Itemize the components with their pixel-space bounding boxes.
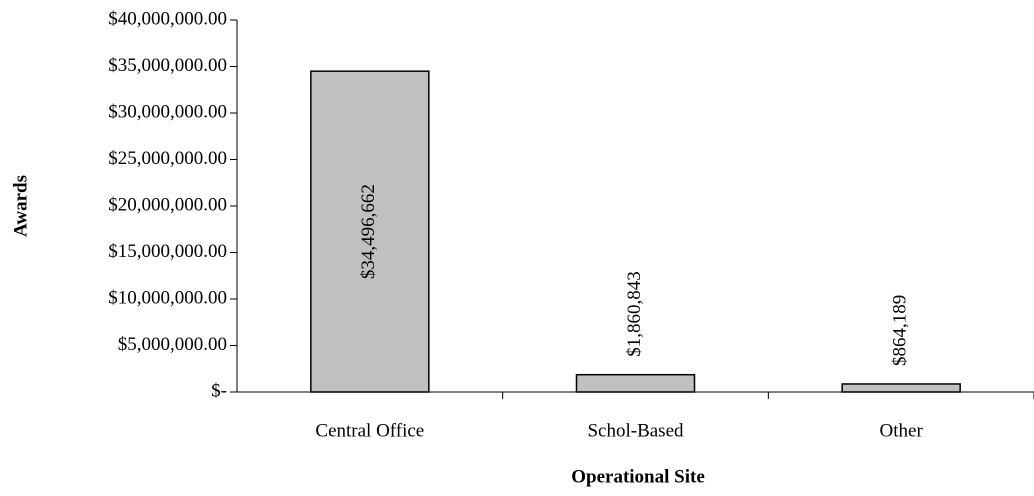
y-tick-label: $25,000,000.00 [108, 148, 227, 169]
y-tick-label: $20,000,000.00 [108, 194, 227, 215]
value-label: $1,860,843 [624, 271, 645, 357]
y-tick-label: $15,000,000.00 [108, 241, 227, 262]
value-label: $34,496,662 [358, 184, 379, 279]
x-tick-label: Central Office [315, 420, 424, 441]
bar [310, 70, 430, 393]
y-tick-label: $10,000,000.00 [108, 287, 227, 308]
y-tick-label: $30,000,000.00 [108, 101, 227, 122]
x-axis-label: Operational Site [571, 466, 705, 487]
y-tick-label: $5,000,000.00 [118, 334, 227, 355]
x-tick-label: Schol-Based [587, 420, 684, 441]
y-tick-label: $- [211, 380, 227, 401]
y-tick-label: $35,000,000.00 [108, 55, 227, 76]
bar [841, 383, 961, 393]
x-tick-label: Other [880, 420, 924, 441]
y-axis-label: Awards [10, 175, 31, 237]
value-label: $864,189 [890, 295, 911, 366]
bar [575, 373, 696, 393]
y-tick-label: $40,000,000.00 [108, 8, 227, 29]
